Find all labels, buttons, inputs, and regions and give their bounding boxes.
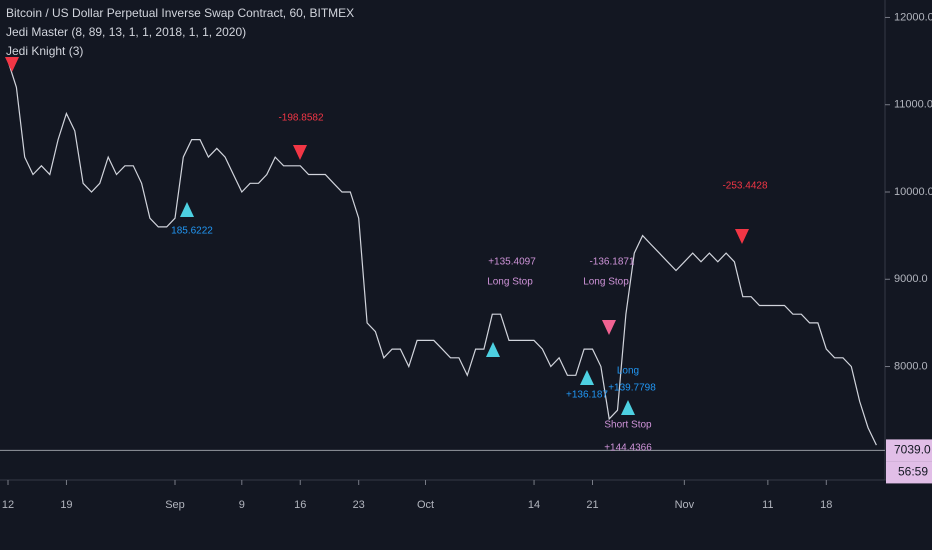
signal-marker	[580, 370, 594, 385]
y-tick-label: 11000.0	[894, 99, 932, 111]
annotation: +144.4366	[604, 443, 652, 454]
annotation: +136.187	[566, 390, 608, 401]
y-tick-label: 12000.0	[894, 11, 932, 23]
annotation: -253.4428	[722, 181, 767, 192]
countdown-label: 56:59	[898, 465, 928, 479]
signal-marker	[293, 145, 307, 160]
annotation: Short Stop	[604, 420, 652, 431]
countdown-box	[886, 461, 932, 484]
y-tick-label: 9000.0	[894, 273, 928, 285]
current-price-box	[886, 439, 932, 462]
x-tick-label: 23	[353, 499, 365, 511]
x-tick-label: 14	[528, 499, 540, 511]
annotation: Long Stop	[487, 277, 533, 288]
x-tick-label: Sep	[165, 499, 185, 511]
signal-marker	[180, 202, 194, 217]
x-tick-label: 21	[586, 499, 598, 511]
annotation: -136.1871	[589, 257, 634, 268]
current-price-label: 7039.0	[894, 443, 931, 457]
annotation: 185.6222	[171, 226, 213, 237]
indicator-label: Jedi Knight (3)	[6, 44, 83, 58]
signal-marker	[735, 229, 749, 244]
annotation: Long	[617, 366, 639, 377]
x-tick-label: 19	[60, 499, 72, 511]
signal-marker	[486, 342, 500, 357]
annotation: +139.7798	[608, 383, 656, 394]
signal-marker	[5, 57, 19, 72]
annotation: +135.4097	[488, 257, 536, 268]
annotation: Long Stop	[583, 277, 629, 288]
x-tick-label: Oct	[417, 499, 434, 511]
x-tick-label: 11	[762, 499, 773, 511]
x-tick-label: 9	[239, 499, 245, 511]
x-tick-label: 12	[2, 499, 14, 511]
price-line	[7, 60, 877, 446]
annotation: -198.8582	[278, 113, 323, 124]
x-tick-label: Nov	[675, 499, 695, 511]
signal-marker	[602, 320, 616, 335]
x-tick-label: 16	[294, 499, 306, 511]
x-tick-label: 18	[820, 499, 832, 511]
indicator-label: Jedi Master (8, 89, 13, 1, 1, 2018, 1, 1…	[6, 25, 246, 39]
chart-title: Bitcoin / US Dollar Perpetual Inverse Sw…	[6, 6, 354, 20]
y-tick-label: 10000.0	[894, 186, 932, 198]
signal-marker	[621, 400, 635, 415]
y-tick-label: 8000.0	[894, 360, 928, 372]
